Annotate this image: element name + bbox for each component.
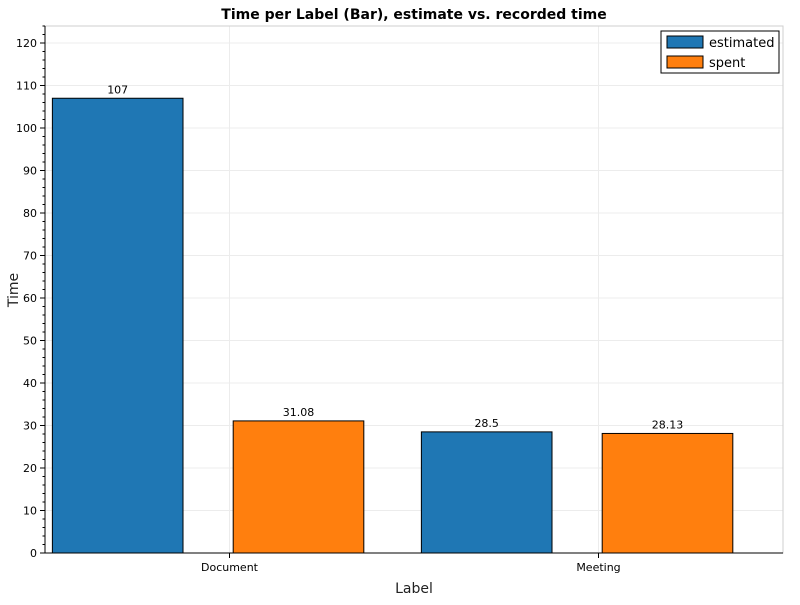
x-axis-label: Label [395,581,433,597]
y-tick-label: 40 [23,377,37,390]
axes: 0 10 20 30 40 50 60 70 80 90 100 110 120 Document Meet… [16,25,784,574]
data-label: 28.5 [474,417,499,430]
y-tick-label: 50 [23,335,37,348]
y-tick-label: 110 [16,80,37,93]
x-tick-label: Document [201,561,259,574]
y-tick-label: 120 [16,37,37,50]
bar-spent-meeting [601,432,734,554]
data-labels: 107 28.5 31.08 28.13 [107,83,683,431]
data-label: 28.13 [652,418,684,431]
y-tick-label: 100 [16,122,37,135]
legend-swatch [666,35,704,49]
bar-spent-document [232,420,365,554]
y-tick-label: 30 [23,420,37,433]
bars [51,97,734,554]
bar-estimated-document [51,97,184,554]
y-axis-label: Time [6,273,22,308]
x-tick-label: Meeting [576,561,620,574]
data-label: 107 [107,83,128,96]
y-tick-label: 90 [23,165,37,178]
bar-estimated-meeting [420,431,553,554]
y-tick-label: 10 [23,505,37,518]
y-tick-label: 60 [23,292,37,305]
legend-swatch [666,55,704,69]
chart-title: Time per Label (Bar), estimate vs. recor… [221,7,606,23]
legend-entry: spent [709,56,745,71]
legend: estimated spent [660,30,780,74]
y-tick-label: 80 [23,207,37,220]
y-tick-label: 20 [23,462,37,475]
y-tick-label: 0 [30,547,37,560]
data-label: 31.08 [283,406,315,419]
y-tick-label: 70 [23,250,37,263]
legend-entry: estimated [709,36,774,51]
